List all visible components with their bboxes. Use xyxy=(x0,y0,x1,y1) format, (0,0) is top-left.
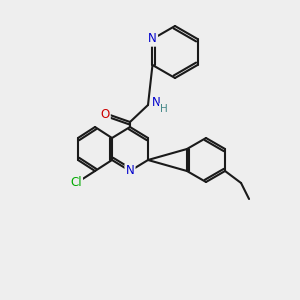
Text: N: N xyxy=(148,32,157,46)
Text: Cl: Cl xyxy=(70,176,82,190)
Text: N: N xyxy=(152,97,161,110)
Text: O: O xyxy=(100,107,109,121)
Text: N: N xyxy=(126,164,134,178)
Text: H: H xyxy=(160,104,168,114)
